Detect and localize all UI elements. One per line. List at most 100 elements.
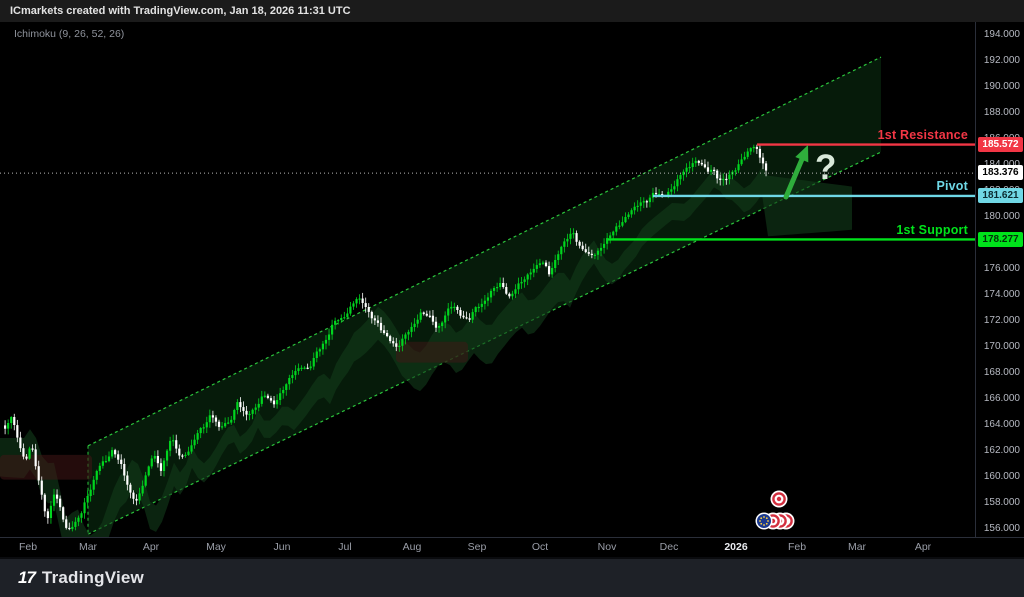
month-tick: Sep — [467, 541, 487, 553]
candle-body — [135, 498, 138, 501]
ichimoku-cloud-red — [396, 341, 468, 363]
candle-body — [593, 254, 597, 256]
candle-body — [245, 410, 248, 415]
candle-body — [55, 494, 59, 499]
chart-canvas[interactable] — [0, 0, 975, 537]
candle-body — [422, 312, 425, 314]
candle-body — [13, 417, 16, 425]
candle-body — [587, 252, 590, 254]
candle-body — [37, 466, 40, 481]
candle-body — [425, 313, 428, 316]
candle-body — [703, 164, 707, 168]
candle-body — [691, 163, 694, 167]
candle-body — [462, 315, 465, 318]
candle-body — [450, 306, 453, 309]
candle-body — [227, 422, 230, 424]
candle-body — [578, 241, 581, 246]
candle-body — [46, 511, 49, 519]
candle-body — [419, 312, 422, 320]
candle-body — [535, 265, 538, 269]
candle-body — [554, 260, 557, 268]
candle-body — [309, 366, 312, 369]
year-tick: 2026 — [724, 541, 748, 553]
candle-body — [153, 456, 156, 459]
candle-body — [260, 396, 263, 404]
candle-body — [31, 448, 34, 450]
candle-body — [184, 454, 187, 456]
candle-body — [492, 288, 496, 291]
candle-body — [547, 266, 551, 275]
eu-star-dot — [765, 522, 768, 525]
candle-body — [382, 330, 386, 333]
candle-body — [230, 419, 233, 423]
candle-body — [147, 466, 150, 476]
eu-star-dot — [760, 522, 763, 525]
candle-body — [428, 315, 431, 317]
candle-body — [43, 494, 46, 512]
candle-body — [755, 146, 758, 149]
month-tick: Jun — [273, 541, 291, 553]
candle-body — [190, 445, 193, 452]
candle-body — [71, 526, 74, 529]
candle-body — [233, 410, 236, 420]
candle-body — [716, 170, 719, 179]
candle-body — [364, 303, 367, 307]
candle-body — [489, 290, 493, 298]
candle-body — [291, 375, 294, 378]
candle-body — [28, 448, 31, 459]
candle-body — [700, 162, 703, 165]
candle-body — [275, 400, 279, 405]
candle-body — [150, 458, 153, 467]
candle-body — [596, 250, 600, 255]
candle-body — [104, 461, 108, 463]
candle-body — [4, 425, 7, 429]
candle-body — [630, 210, 633, 215]
candle-body — [34, 449, 37, 467]
resistance-price-badge: 185.572 — [978, 136, 1023, 152]
candle-body — [169, 440, 172, 451]
tradingview-logo[interactable]: 17 TradingView — [18, 568, 144, 588]
candle-body — [456, 306, 459, 310]
candle-body — [627, 214, 630, 217]
price-chart-svg[interactable] — [0, 0, 975, 537]
candle-body — [486, 297, 490, 301]
candle-body — [312, 358, 315, 367]
candle-body — [526, 274, 529, 280]
candle-body — [89, 489, 92, 496]
event-flag-eu-icon[interactable] — [757, 514, 771, 528]
candle-body — [306, 367, 309, 369]
candle-body — [413, 323, 416, 327]
candle-body — [621, 222, 624, 226]
candle-body — [602, 243, 606, 248]
candle-body — [159, 463, 163, 471]
candle-body — [651, 192, 655, 198]
candle-body — [144, 475, 147, 486]
candle-body — [511, 293, 514, 297]
candle-body — [297, 368, 300, 371]
candle-body — [398, 345, 401, 347]
candle-body — [416, 319, 419, 324]
eu-star-dot — [763, 516, 765, 518]
candle-body — [392, 341, 395, 344]
time-axis[interactable]: Feb Mar Apr May Jun Jul Aug Sep Oct Nov Dec 2026 Feb… — [0, 537, 1024, 558]
candle-body — [572, 233, 575, 235]
price-tick: 188.000 — [983, 107, 1020, 118]
month-tick: Jul — [338, 541, 352, 553]
candle-body — [734, 170, 737, 172]
candle-body — [529, 272, 532, 275]
indicator-legend[interactable]: Ichimoku (9, 26, 52, 26) — [14, 28, 125, 40]
candle-body — [327, 334, 331, 340]
event-flag-icon[interactable] — [776, 496, 782, 502]
price-tick: 184.000 — [984, 158, 1020, 172]
candle-body — [25, 456, 28, 459]
candle-body — [373, 318, 376, 321]
candle-body — [324, 339, 328, 344]
candle-body — [248, 413, 251, 416]
price-axis[interactable]: 156.000 158.000 160.000 162.000 164.000 166.0… — [975, 22, 1024, 537]
month-tick: Nov — [597, 541, 617, 553]
candle-body — [141, 485, 144, 494]
candle-body — [395, 343, 398, 347]
candle-body — [156, 456, 159, 464]
price-tick: 160.000 — [983, 471, 1020, 482]
candle-body — [685, 167, 688, 172]
